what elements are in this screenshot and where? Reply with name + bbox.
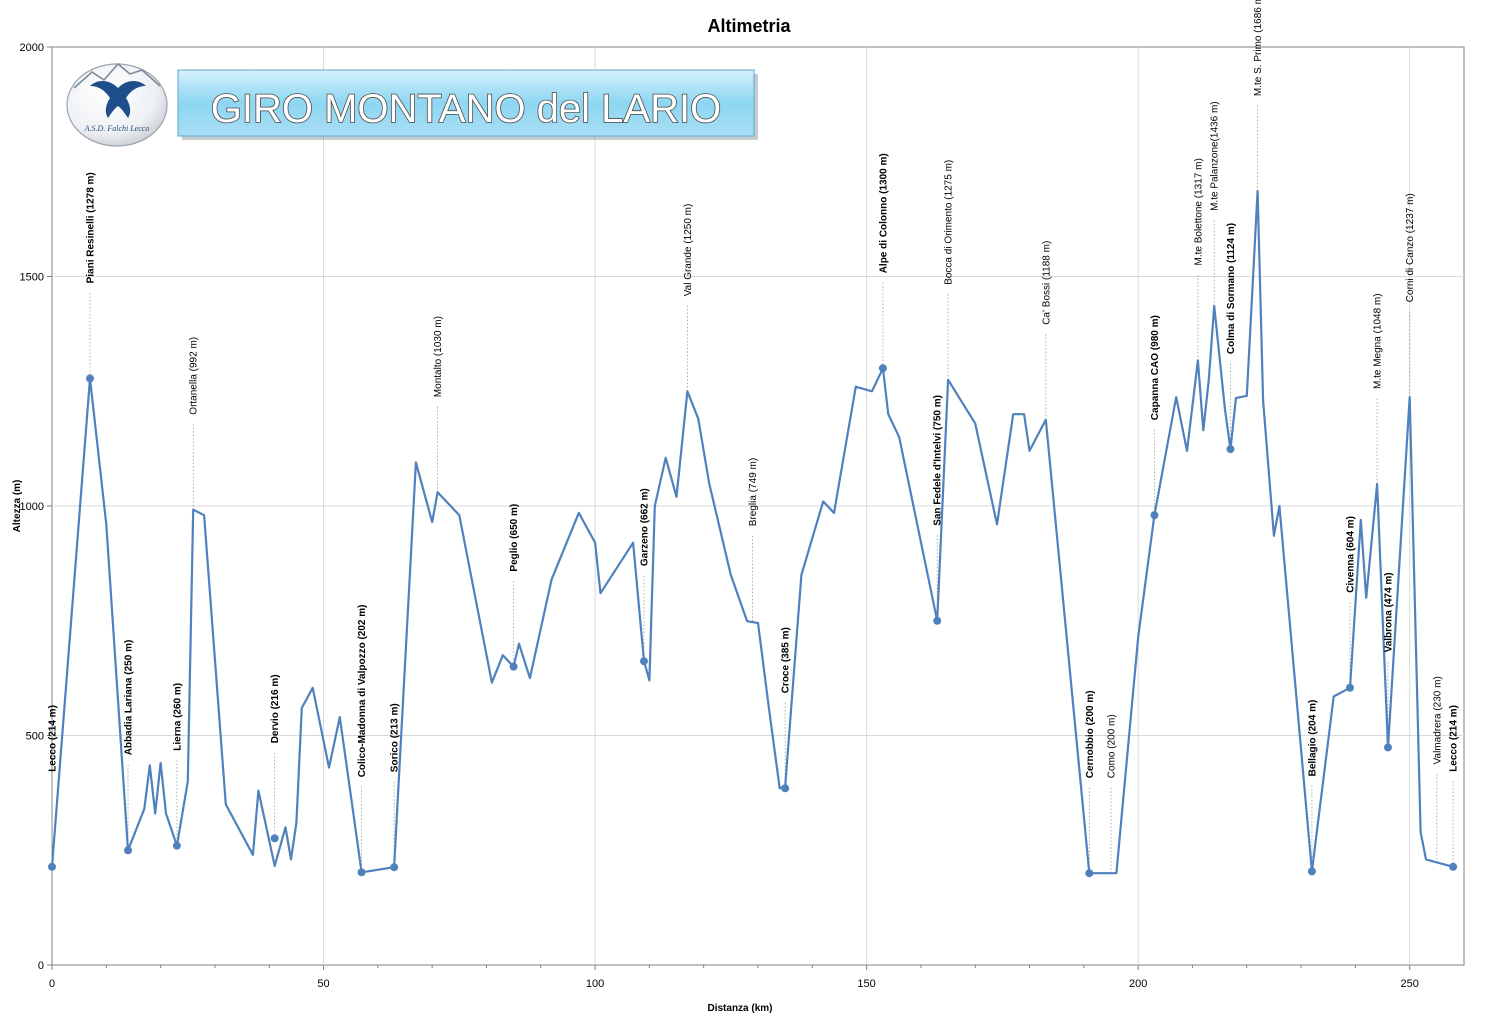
y-tick-label: 2000 bbox=[20, 42, 44, 54]
waypoint-label: M.te Megna (1048 m) bbox=[1373, 293, 1384, 389]
x-tick-label: 0 bbox=[49, 978, 55, 990]
waypoint-dot bbox=[390, 863, 399, 872]
waypoint-label: Val Grande (1250 m) bbox=[683, 204, 694, 297]
waypoint-label: Alpe di Colonno (1300 m) bbox=[878, 153, 889, 273]
waypoint-label: Valmadrera (230 m) bbox=[1432, 676, 1443, 764]
waypoint-dot bbox=[1150, 511, 1159, 520]
y-tick-label: 0 bbox=[38, 960, 44, 972]
waypoint-markers bbox=[48, 364, 1458, 878]
x-tick-label: 150 bbox=[857, 978, 875, 990]
x-axis-label: Distanza (km) bbox=[707, 1003, 772, 1014]
waypoint-label: Breglia (749 m) bbox=[748, 458, 759, 526]
waypoint-label: Peglio (650 m) bbox=[509, 504, 520, 572]
waypoint-dot bbox=[124, 846, 133, 855]
waypoint-label: Bocca di Orimento (1275 m) bbox=[944, 160, 955, 285]
waypoint-dot bbox=[172, 841, 181, 850]
waypoint-label: Abbadia Lariana (250 m) bbox=[124, 640, 135, 756]
waypoint-label: Sorico (213 m) bbox=[390, 703, 401, 772]
elevation-profile-line bbox=[50, 190, 1454, 875]
waypoint-label: Cernobbio (200 m) bbox=[1085, 690, 1096, 778]
waypoint-dot bbox=[1226, 445, 1235, 454]
waypoint-dot bbox=[509, 662, 518, 671]
mountain-icon bbox=[73, 62, 161, 89]
x-tick-label: 50 bbox=[317, 978, 329, 990]
waypoint-dot bbox=[639, 657, 648, 666]
waypoint-label: M.te Palanzone(1436 m) bbox=[1210, 101, 1221, 211]
waypoint-label: Croce (385 m) bbox=[781, 627, 792, 693]
chart-title: Altimetria bbox=[707, 16, 791, 36]
waypoint-dot bbox=[878, 364, 887, 373]
eagle-icon bbox=[90, 81, 146, 118]
banner-title: GIRO MONTANO del LARIO bbox=[211, 87, 721, 131]
waypoint-label: Piani Resinelli (1278 m) bbox=[86, 172, 97, 283]
x-tick-label: 100 bbox=[586, 978, 604, 990]
waypoint-label: Garzeno (662 m) bbox=[640, 488, 651, 566]
waypoint-label: Montalto (1030 m) bbox=[433, 316, 444, 397]
y-tick-label: 1500 bbox=[20, 272, 44, 284]
club-logo: A.S.D. Falchi Lecco bbox=[66, 62, 168, 147]
event-banner: GIRO MONTANO del LARIO bbox=[177, 69, 758, 140]
logo-caption: A.S.D. Falchi Lecco bbox=[84, 124, 150, 133]
waypoint-label: Lecco (214 m) bbox=[1449, 705, 1460, 772]
waypoint-label: M.te S. Primo (1686 m) bbox=[1253, 0, 1264, 96]
y-axis-ticks: 0 500 1000 1500 2000 bbox=[20, 42, 52, 972]
waypoint-label: M.te Bolettone (1317 m) bbox=[1193, 158, 1204, 265]
waypoint-dot bbox=[1449, 862, 1458, 871]
x-axis-ticks: 0 50 100 150 200 250 bbox=[49, 965, 1419, 990]
waypoint-label: Como (200 m) bbox=[1107, 714, 1118, 778]
waypoint-label: Colma di Sormano (1124 m) bbox=[1226, 223, 1237, 354]
y-axis-label: Altezza (m) bbox=[12, 480, 23, 533]
waypoint-label: San Fedele d'Intelvi (750 m) bbox=[933, 395, 944, 526]
waypoint-label: Ca' Bossi (1188 m) bbox=[1041, 241, 1052, 325]
waypoint-dot bbox=[86, 374, 95, 383]
waypoint-dot bbox=[270, 834, 279, 843]
waypoint-dot bbox=[1085, 869, 1094, 878]
waypoint-label: Corni di Canzo (1237 m) bbox=[1405, 193, 1416, 302]
waypoint-dot bbox=[1345, 683, 1354, 692]
waypoint-label: Colico-Madonna di Valpozzo (202 m) bbox=[357, 605, 368, 778]
waypoint-dot bbox=[933, 616, 942, 625]
x-tick-label: 200 bbox=[1129, 978, 1147, 990]
x-tick-label: 250 bbox=[1401, 978, 1419, 990]
waypoint-label: Capanna CAO (980 m) bbox=[1150, 315, 1161, 420]
y-tick-label: 1000 bbox=[20, 501, 44, 513]
waypoint-label: Bellagio (204 m) bbox=[1307, 700, 1318, 777]
waypoint-dot bbox=[1307, 867, 1316, 876]
y-tick-label: 500 bbox=[26, 731, 44, 743]
waypoint-label: Dervio (216 m) bbox=[270, 674, 281, 743]
waypoint-dot bbox=[48, 862, 56, 871]
waypoint-labels: Lecco (214 m) Piani Resinelli (1278 m) Abb… bbox=[48, 0, 1460, 778]
waypoint-dot bbox=[1383, 743, 1392, 752]
waypoint-label: Lierna (260 m) bbox=[172, 683, 183, 751]
waypoint-label: Valbrona (474 m) bbox=[1384, 572, 1395, 652]
waypoint-label: Ortanella (992 m) bbox=[189, 337, 200, 415]
gridlines bbox=[52, 47, 1464, 965]
waypoint-dot bbox=[781, 784, 790, 793]
waypoint-label: Civenna (604 m) bbox=[1346, 516, 1357, 593]
waypoint-label: Lecco (214 m) bbox=[48, 705, 59, 772]
waypoint-dot bbox=[357, 868, 366, 877]
